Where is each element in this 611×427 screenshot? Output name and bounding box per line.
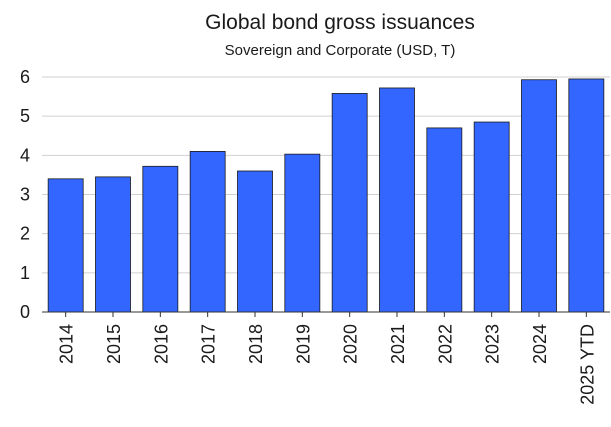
x-tick-label: 2022 — [435, 324, 455, 364]
y-tick-label: 2 — [20, 224, 30, 244]
bar-2018 — [237, 170, 273, 313]
y-tick-label: 5 — [20, 106, 30, 126]
y-tick-label: 1 — [20, 263, 30, 283]
bar-2019 — [284, 153, 321, 313]
y-tick-label: 4 — [20, 145, 30, 165]
x-tick-label: 2016 — [151, 324, 171, 364]
x-tick-label: 2014 — [57, 324, 77, 364]
x-tick-label: 2018 — [246, 324, 266, 364]
x-tick-label: 2015 — [104, 324, 124, 364]
x-tick-label: 2019 — [293, 324, 313, 364]
x-tick-label: 2024 — [530, 324, 550, 364]
x-tick-label: 2023 — [483, 324, 503, 364]
y-tick-labels: 0 1 2 3 4 5 6 — [20, 67, 30, 322]
bar-2016 — [142, 165, 179, 313]
x-tick-label: 2017 — [199, 324, 219, 364]
bar-2014 — [47, 178, 84, 313]
gridlines — [42, 76, 610, 274]
bar-2020 — [331, 93, 368, 313]
bars — [47, 78, 605, 313]
bar-2021 — [379, 87, 415, 313]
bar-2025-ytd — [568, 78, 605, 313]
y-tick-label: 0 — [20, 302, 30, 322]
x-tick-label: 2021 — [388, 324, 408, 364]
y-tick-label: 6 — [20, 67, 30, 87]
bar-2023 — [473, 121, 510, 313]
x-tick-label: 2025 YTD — [577, 324, 597, 405]
chart-title: Global bond gross issuances — [205, 11, 475, 34]
bar-2015 — [95, 176, 131, 313]
bar-2017 — [189, 151, 226, 313]
chart-subtitle: Sovereign and Corporate (USD, T) — [225, 42, 456, 59]
x-tick-label: 2020 — [341, 324, 361, 364]
x-tick-labels: 2014 2015 2016 2017 2018 2019 2020 2021 2022 2023… — [57, 312, 597, 405]
bar-2022 — [426, 127, 463, 313]
bar-2024 — [521, 79, 557, 313]
y-tick-label: 3 — [20, 185, 30, 205]
